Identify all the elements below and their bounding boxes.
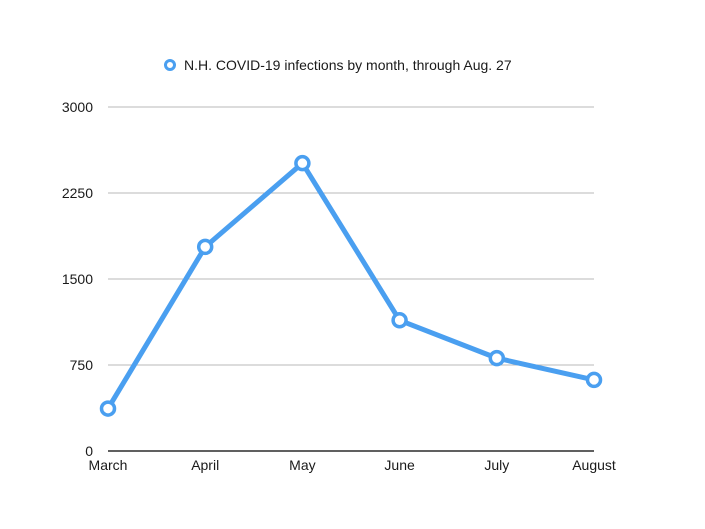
x-tick-label: March <box>89 457 128 473</box>
data-point <box>585 371 603 389</box>
legend: N.H. COVID-19 infections by month, throu… <box>164 57 512 73</box>
y-tick-label: 0 <box>85 443 93 459</box>
y-tick-label: 2250 <box>62 185 93 201</box>
x-tick-label: July <box>484 457 509 473</box>
series-line <box>105 160 597 412</box>
data-point <box>391 312 408 329</box>
series-group <box>99 154 603 417</box>
legend-label: N.H. COVID-19 infections by month, throu… <box>184 57 512 73</box>
data-point <box>99 400 117 417</box>
data-point <box>196 238 214 256</box>
y-tick-label: 1500 <box>62 271 93 287</box>
gridlines <box>108 106 594 452</box>
x-tick-label: May <box>289 457 315 473</box>
x-tick-label: June <box>384 457 415 473</box>
legend-marker <box>164 59 176 71</box>
x-axis-ticks: March April May June July August <box>89 457 616 473</box>
y-tick-label: 750 <box>70 357 94 373</box>
data-point <box>294 154 311 172</box>
data-point <box>488 349 506 367</box>
y-axis-ticks: 0 750 1500 2250 3000 <box>62 99 93 459</box>
x-tick-label: August <box>572 457 616 473</box>
y-tick-label: 3000 <box>62 99 93 115</box>
x-tick-label: April <box>191 457 219 473</box>
